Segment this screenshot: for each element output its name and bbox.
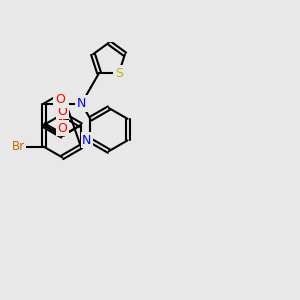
Text: N: N xyxy=(77,97,86,110)
Text: Br: Br xyxy=(11,140,25,153)
Text: O: O xyxy=(55,93,65,106)
Text: O: O xyxy=(57,105,67,118)
Text: O: O xyxy=(58,122,68,135)
Text: N: N xyxy=(82,134,92,147)
Text: S: S xyxy=(115,67,123,80)
